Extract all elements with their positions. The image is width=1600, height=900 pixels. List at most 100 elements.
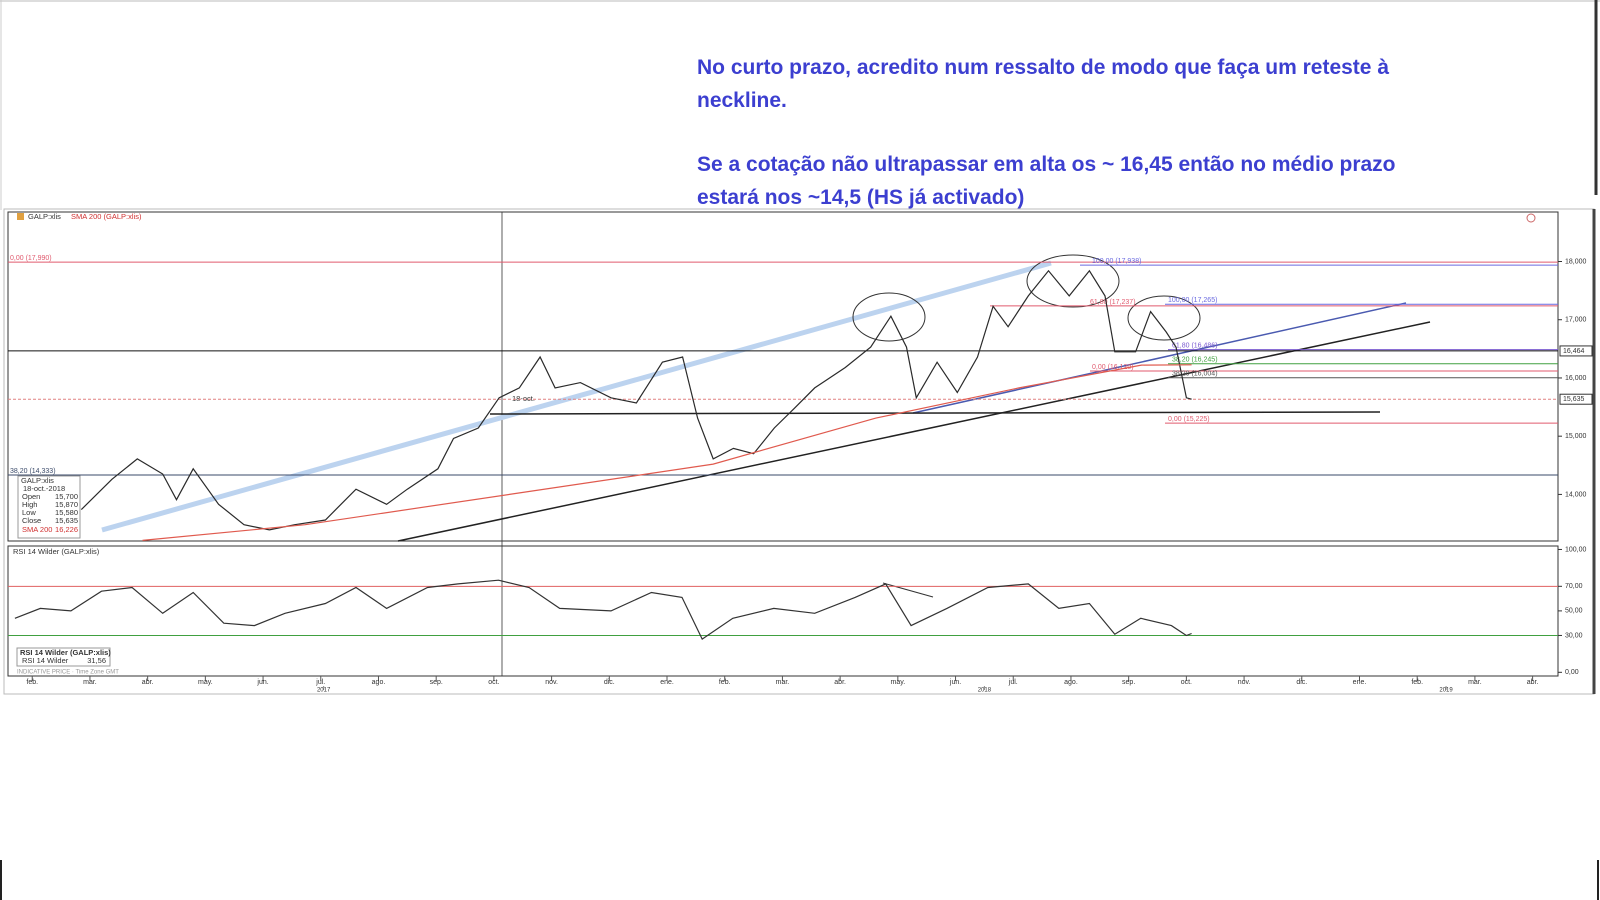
annotation: No curto prazo, acredito num ressalto de…: [697, 52, 1396, 246]
level-label: 38,20 (14,333): [10, 468, 56, 475]
series-line: [14, 579, 1192, 640]
x-tick-label: may.: [198, 679, 213, 686]
y-tick-label: 17,000: [1565, 317, 1587, 324]
annotation-line: neckline.: [697, 88, 787, 112]
shoulder-left: [852, 292, 926, 342]
x-tick-label: dic.: [1296, 679, 1307, 686]
series-line: [142, 364, 1192, 541]
annotation-line: Se a cotação não ultrapassar em alta os …: [697, 153, 1396, 176]
x-tick-label: feb.: [1411, 679, 1423, 686]
info-sma-label: SMA 200: [22, 525, 52, 534]
rsi-legend-frame: [16, 647, 111, 667]
series-line: [80, 269, 1192, 531]
y-tick-label: 50,00: [1565, 608, 1583, 615]
info-row-label: Close: [22, 516, 41, 525]
y-tick-label: 70,00: [1565, 583, 1583, 590]
level-label: 61,80 (17,237): [1090, 299, 1136, 306]
toolbar-symbol: GALP:xlis: [28, 212, 61, 221]
y-tick-label: 16,000: [1565, 375, 1587, 382]
rsi-legend-name: RSI 14 Wilder: [22, 656, 69, 665]
level-label: 0,00 (17,990): [10, 255, 52, 262]
support-line: [489, 411, 1381, 415]
footer: INDICATIVE PRICE · Time Zone GMT: [17, 670, 119, 676]
x-tick-label: nov.: [1238, 679, 1251, 686]
year-label: 2019: [1439, 688, 1453, 694]
level-label: 0,00 (16,120): [1092, 364, 1134, 371]
annotation-line: No curto prazo, acredito num ressalto de…: [697, 56, 1389, 79]
x-tick-label: sep.: [430, 679, 443, 686]
price-panel: [7, 211, 1559, 542]
x-tick-label: mar.: [776, 679, 790, 686]
info-row-value: 15,700: [55, 492, 78, 501]
year-label: 2018: [978, 688, 992, 694]
info-row-value: 15,635: [55, 516, 78, 525]
info-box-frame: [17, 475, 81, 539]
x-tick-label: abr.: [1527, 679, 1539, 686]
x-tick-label: may.: [891, 679, 906, 686]
info-row-value: 15,870: [55, 500, 78, 509]
price-marker-label: 15,635: [1563, 396, 1585, 403]
info-date: 18-oct.-2018: [23, 484, 65, 493]
x-tick-label: ene.: [660, 679, 674, 686]
x-tick-label: mar.: [83, 679, 97, 686]
x-tick-label: jun.: [256, 679, 268, 686]
y-tick-label: 14,000: [1565, 491, 1587, 498]
info-sma-value: 16,226: [55, 525, 78, 534]
symbol-icon: [17, 213, 24, 220]
x-tick-label: feb.: [26, 679, 38, 686]
rsi-legend-title: RSI 14 Wilder (GALP:xlis): [20, 648, 111, 657]
info-box: GALP:xlis 18-oct.-2018 SMA 200 16,226: [17, 475, 81, 539]
x-tick-label: jul.: [315, 679, 325, 686]
level-label: 100,00 (17,265): [1168, 297, 1217, 304]
x-tick-label: ago.: [1064, 679, 1078, 686]
y-tick-label: 30,00: [1565, 632, 1583, 639]
x-tick-label: jul.: [1008, 679, 1018, 686]
y-tick-label: 0,00: [1565, 669, 1579, 676]
level-label: 100,00 (17,938): [1092, 258, 1141, 265]
rsi-legend: RSI 14 Wilder (GALP:xlis) RSI 14 Wilder …: [16, 647, 111, 667]
trend-line-blue: [912, 302, 1407, 414]
head: [1026, 254, 1120, 308]
annotation-line: estará nos ~14,5 (HS já activado): [697, 185, 1025, 209]
info-row-label: High: [22, 500, 37, 509]
level-label: 61,80 (16,486): [1172, 342, 1218, 349]
x-tick-label: feb.: [719, 679, 731, 686]
x-tick-label: mar.: [1468, 679, 1482, 686]
x-tick-label: nov.: [545, 679, 558, 686]
x-tick-label: ago.: [372, 679, 386, 686]
crosshair-label: 18-oct.: [512, 394, 535, 403]
price-marker-box: [1559, 345, 1593, 357]
annotation-paragraph: No curto prazo, acredito num ressalto de…: [697, 52, 1396, 117]
y-tick-label: 18,000: [1565, 258, 1587, 265]
rsi-legend-value: 31,56: [87, 656, 106, 665]
x-tick-label: oct.: [1181, 679, 1192, 686]
rsi-divergence: [882, 582, 934, 598]
x-tick-label: jun.: [949, 679, 961, 686]
info-row-value: 15,580: [55, 508, 78, 517]
info-row-label: Low: [22, 508, 36, 517]
info-title: GALP:xlis: [21, 476, 54, 485]
shoulder-right: [1127, 295, 1201, 341]
info-row-label: Open: [22, 492, 40, 501]
y-tick-label: 100,00: [1565, 546, 1587, 553]
x-tick-label: oct.: [488, 679, 499, 686]
level-label: 0,00 (15,225): [1168, 416, 1210, 423]
y-tick-label: 15,000: [1565, 433, 1587, 440]
annotation-paragraph: Se a cotação não ultrapassar em alta os …: [697, 149, 1396, 214]
x-tick-label: abr.: [834, 679, 846, 686]
level-label: 38,20 (16,004): [1172, 371, 1218, 378]
trend-channel: [101, 260, 1052, 533]
x-tick-label: dic.: [604, 679, 615, 686]
price-marker-box: [1559, 393, 1593, 405]
trend-line: [397, 321, 1431, 542]
level-label: 38,20 (16,245): [1172, 357, 1218, 364]
toolbar-indicator: SMA 200 (GALP:xlis): [71, 212, 142, 221]
price-marker-label: 16,464: [1563, 348, 1585, 355]
clock-icon[interactable]: [1526, 213, 1536, 223]
rsi-title: RSI 14 Wilder (GALP:xlis): [13, 547, 100, 556]
x-tick-label: abr.: [142, 679, 154, 686]
x-tick-label: ene.: [1353, 679, 1367, 686]
year-label: 2017: [317, 688, 331, 694]
